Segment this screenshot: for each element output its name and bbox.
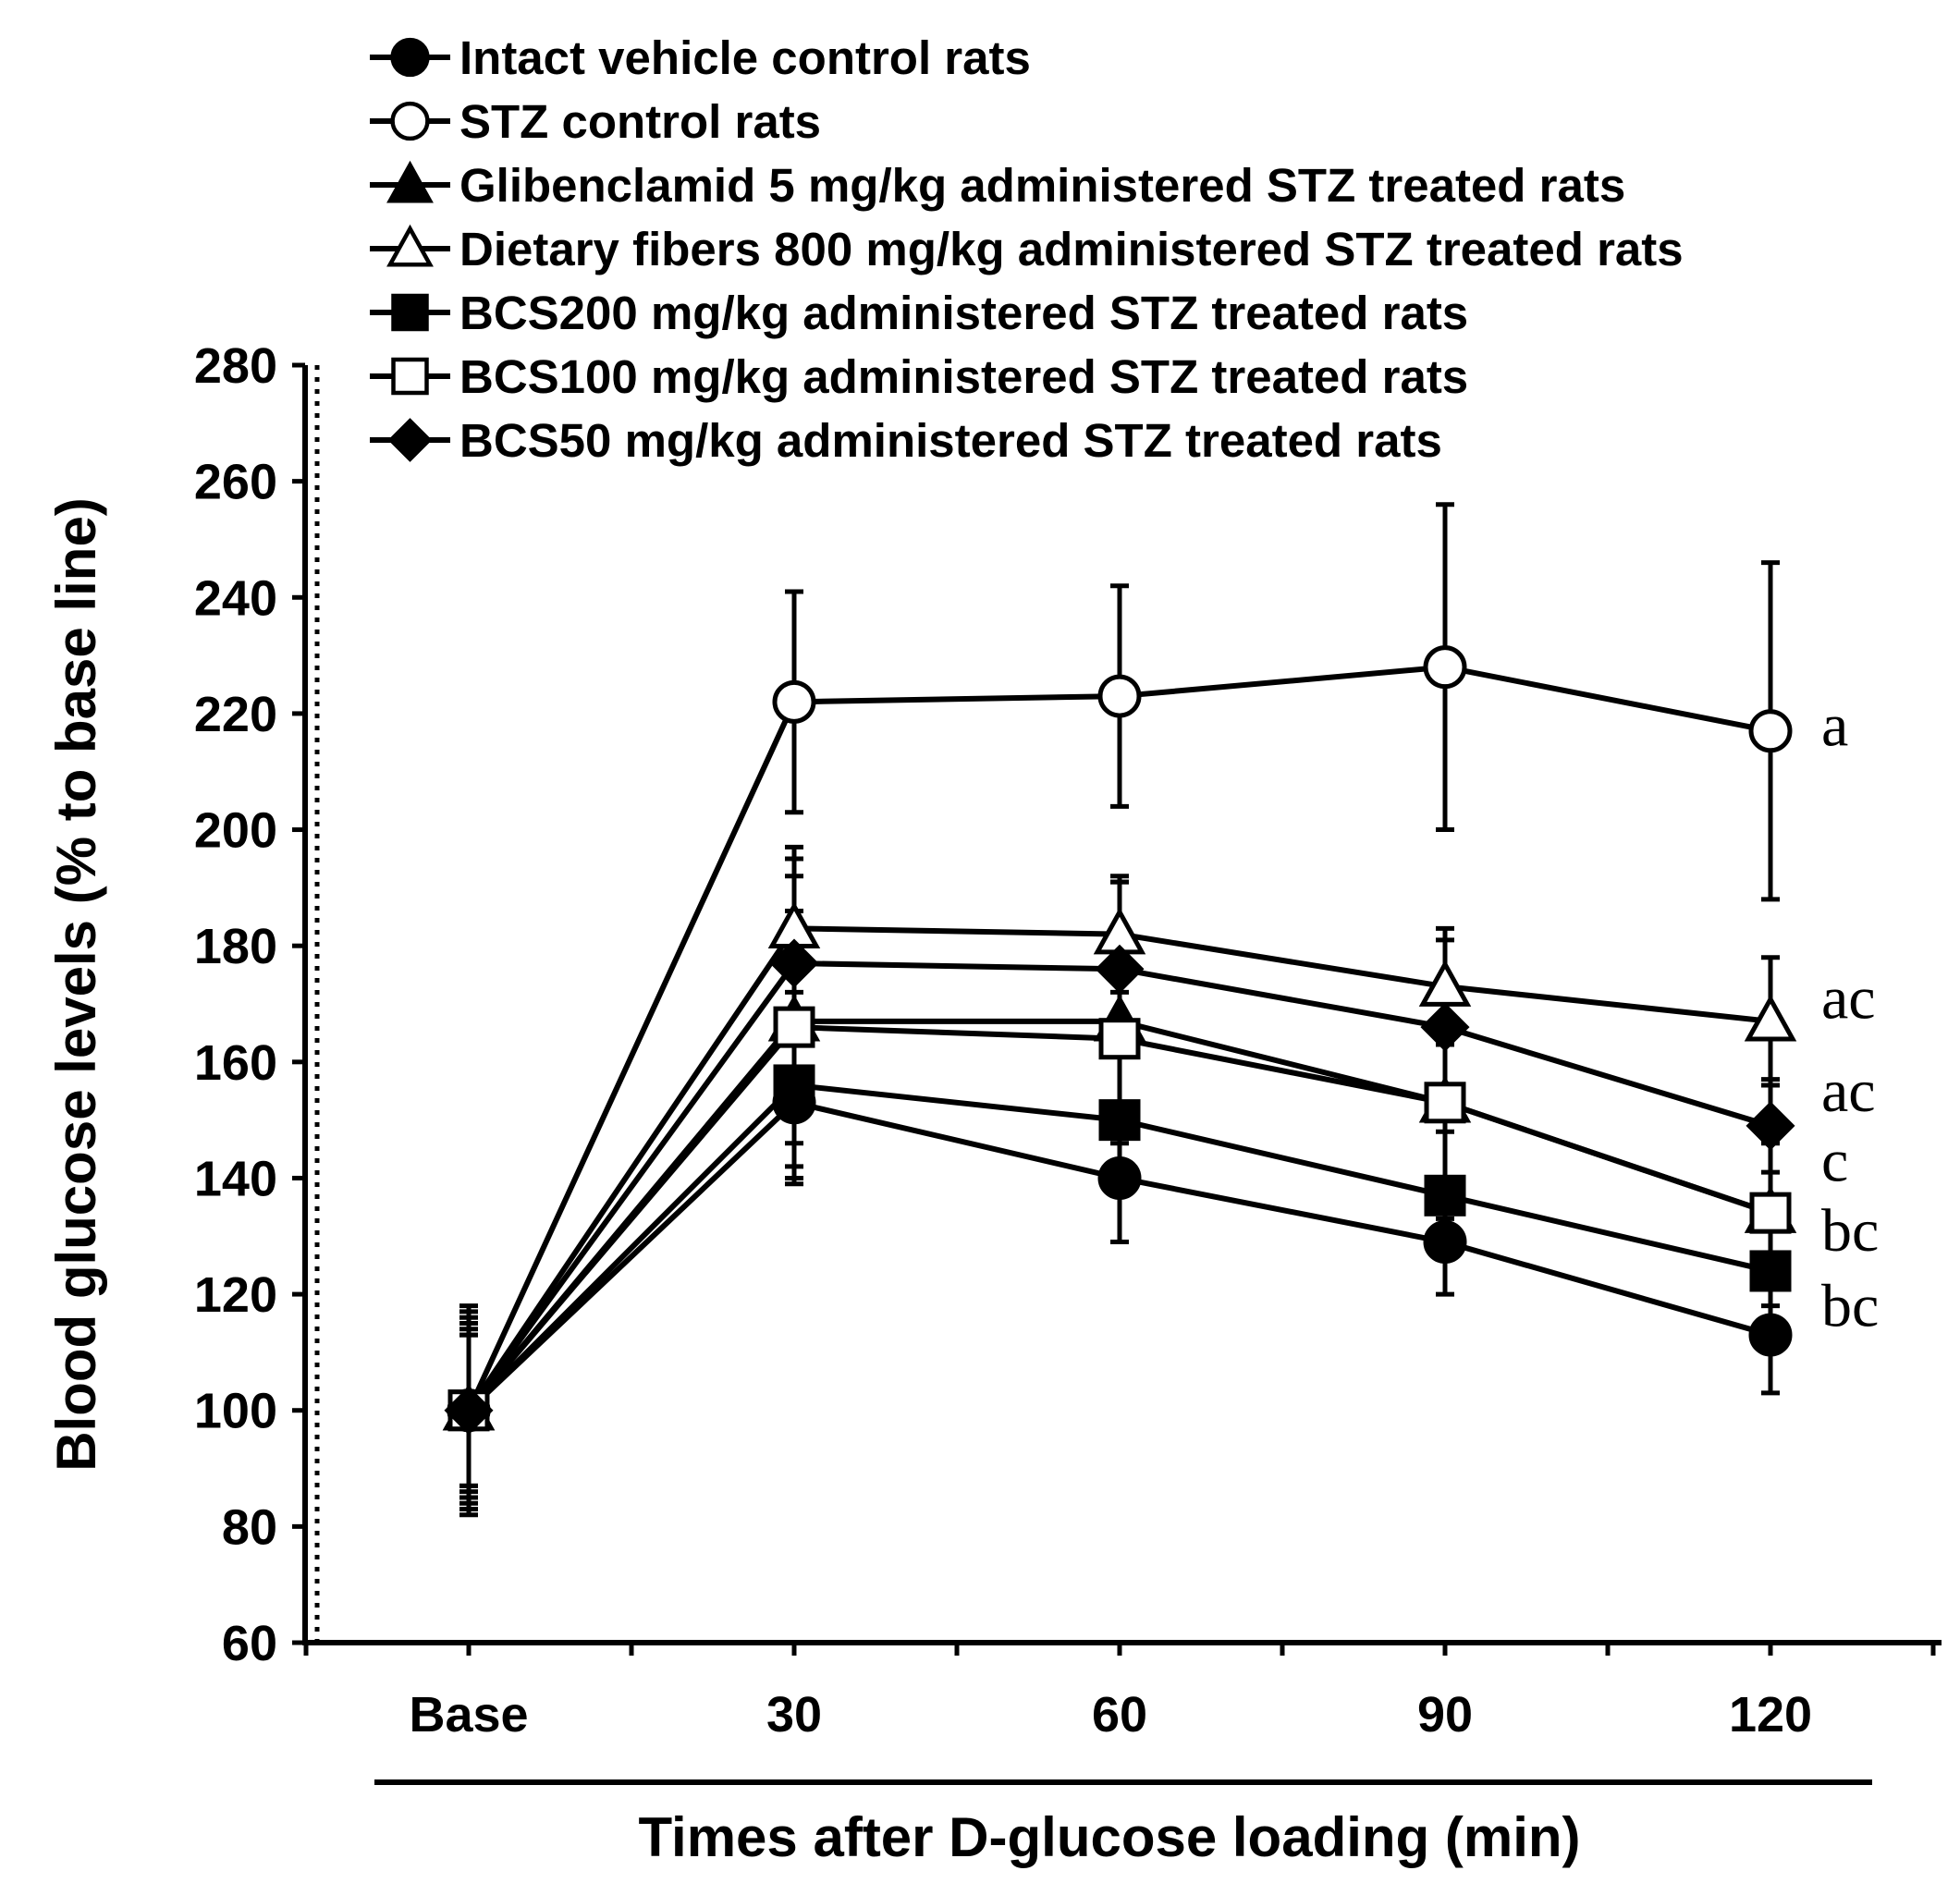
data-point [1744, 994, 1797, 1042]
legend-label: BCS100 mg/kg administered STZ treated ra… [459, 350, 1468, 403]
legend-label: STZ control rats [459, 95, 821, 148]
annotation-label: a [1821, 691, 1848, 759]
data-point [1424, 1082, 1466, 1124]
y-tick-label: 220 [194, 687, 277, 742]
legend-item: Dietary fibers 800 mg/kg administered ST… [370, 223, 1684, 275]
legend-item: Glibenclamid 5 mg/kg administered STZ tr… [370, 159, 1625, 212]
data-point [1097, 674, 1142, 718]
legend-marker [391, 293, 429, 332]
data-point [1746, 1101, 1795, 1151]
x-tick-label: 120 [1729, 1687, 1812, 1742]
data-point [1424, 1174, 1466, 1217]
x-axis-ticks: Base 30 60 90 120 [303, 1643, 1936, 1742]
annotation-label: c [1821, 1128, 1848, 1195]
data-point [1098, 1099, 1141, 1142]
y-tick-label: 240 [194, 570, 277, 626]
legend-label: BCS200 mg/kg administered STZ treated ra… [459, 287, 1468, 339]
data-point [1748, 1313, 1793, 1357]
y-tick-label: 60 [222, 1616, 277, 1671]
legend-item: BCS50 mg/kg administered STZ treated rat… [370, 414, 1442, 467]
y-tick-label: 80 [222, 1499, 277, 1555]
legend-marker [391, 357, 429, 396]
legend-marker [390, 37, 430, 78]
data-point [1749, 1250, 1792, 1292]
legend-marker [386, 224, 434, 267]
data-point [444, 1386, 494, 1436]
y-tick-label: 160 [194, 1035, 277, 1091]
y-tick-label: 120 [194, 1267, 277, 1323]
x-tick-label: Base [409, 1687, 528, 1742]
data-point [1748, 709, 1793, 753]
data-point [1420, 1002, 1470, 1052]
legend-marker [387, 418, 433, 462]
annotation-label: ac [1821, 965, 1876, 1033]
data-point [773, 1006, 815, 1048]
annotation-label: bc [1821, 1197, 1879, 1265]
x-tick-label: 60 [1092, 1687, 1147, 1742]
y-axis-title: Blood glucose levels (% to base line) [45, 497, 107, 1472]
legend-marker [390, 101, 430, 141]
data-point [1423, 1220, 1467, 1265]
x-axis-title: Times after D-glucose loading (min) [638, 1806, 1580, 1868]
legend-label: Glibenclamid 5 mg/kg administered STZ tr… [459, 159, 1625, 212]
legend-marker [386, 160, 434, 203]
x-tick-label: 90 [1417, 1687, 1473, 1742]
annotation-label: bc [1821, 1273, 1879, 1340]
legend-label: Intact vehicle control rats [459, 31, 1031, 84]
data-points [442, 645, 1797, 1436]
legend-item: Intact vehicle control rats [370, 31, 1031, 84]
data-point [1095, 944, 1145, 994]
annotation-label: ac [1821, 1058, 1876, 1125]
legend-item: BCS200 mg/kg administered STZ treated ra… [370, 287, 1468, 339]
data-point [769, 938, 819, 988]
y-tick-label: 100 [194, 1384, 277, 1439]
data-point [773, 1064, 815, 1107]
data-point [1749, 1192, 1792, 1234]
y-tick-label: 140 [194, 1151, 277, 1206]
legend-label: BCS50 mg/kg administered STZ treated rat… [459, 414, 1442, 467]
y-axis-ticks: 60 80 100 120 140 160 180 200 220 240 260 280 [194, 338, 305, 1671]
y-tick-label: 260 [194, 455, 277, 510]
y-tick-label: 180 [194, 919, 277, 974]
data-point [1423, 645, 1467, 690]
y-tick-label: 280 [194, 338, 277, 394]
data-point [1097, 1155, 1142, 1200]
legend-label: Dietary fibers 800 mg/kg administered ST… [459, 223, 1684, 275]
data-point [1098, 1018, 1141, 1060]
x-tick-label: 30 [766, 1687, 822, 1742]
data-point [772, 679, 816, 724]
legend-item: STZ control rats [370, 95, 821, 148]
legend-item: BCS100 mg/kg administered STZ treated ra… [370, 350, 1468, 403]
y-tick-label: 200 [194, 803, 277, 859]
legend: Intact vehicle control rats STZ control r… [370, 31, 1684, 467]
